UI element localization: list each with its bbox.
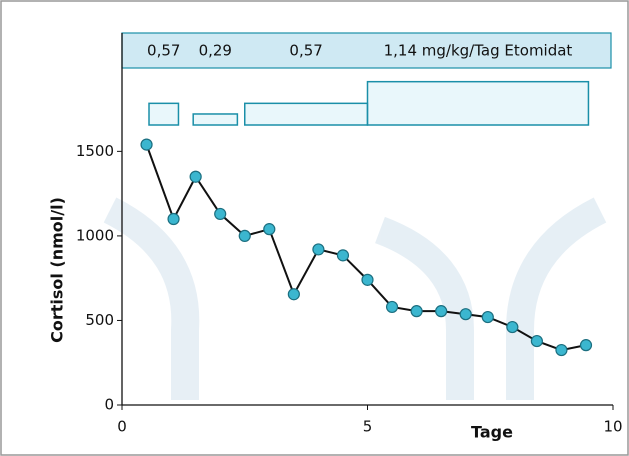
dose-label: 0,29 — [199, 42, 232, 60]
x-tick-label: 10 — [603, 418, 622, 436]
point — [263, 223, 276, 236]
dose-band — [121, 32, 612, 69]
y-tick-label: 1000 — [76, 226, 114, 244]
dose-label: 0,57 — [147, 42, 180, 60]
dose-label: 0,57 — [289, 42, 322, 60]
dose-block — [366, 80, 590, 126]
x-axis-label: Tage — [471, 423, 513, 442]
point — [167, 212, 180, 226]
y-tick-label: 500 — [85, 311, 114, 329]
point — [189, 170, 202, 183]
point — [481, 310, 494, 324]
point — [385, 300, 399, 314]
x-tick-label: 5 — [363, 418, 373, 436]
point — [555, 343, 568, 357]
point — [410, 305, 423, 318]
point — [361, 273, 374, 286]
point — [287, 288, 300, 301]
point — [140, 138, 153, 151]
y-axis-label: Cortisol (nmol/l) — [48, 197, 67, 343]
point — [312, 243, 325, 256]
point — [336, 249, 350, 262]
point — [459, 308, 472, 321]
y-tick-label: 0 — [104, 396, 114, 414]
point — [506, 320, 519, 334]
dose-block — [244, 102, 369, 126]
x-tick-label: 0 — [117, 418, 127, 436]
point — [238, 229, 251, 243]
dose-block — [192, 113, 239, 126]
point — [214, 207, 227, 221]
background-figure — [103, 197, 607, 400]
point — [579, 339, 593, 352]
y-tick-label: 1500 — [76, 142, 114, 160]
dose-label: 1,14 mg/kg/Tag Etomidat — [384, 42, 573, 60]
point — [435, 305, 448, 318]
point — [530, 334, 543, 348]
dose-block — [148, 102, 180, 126]
